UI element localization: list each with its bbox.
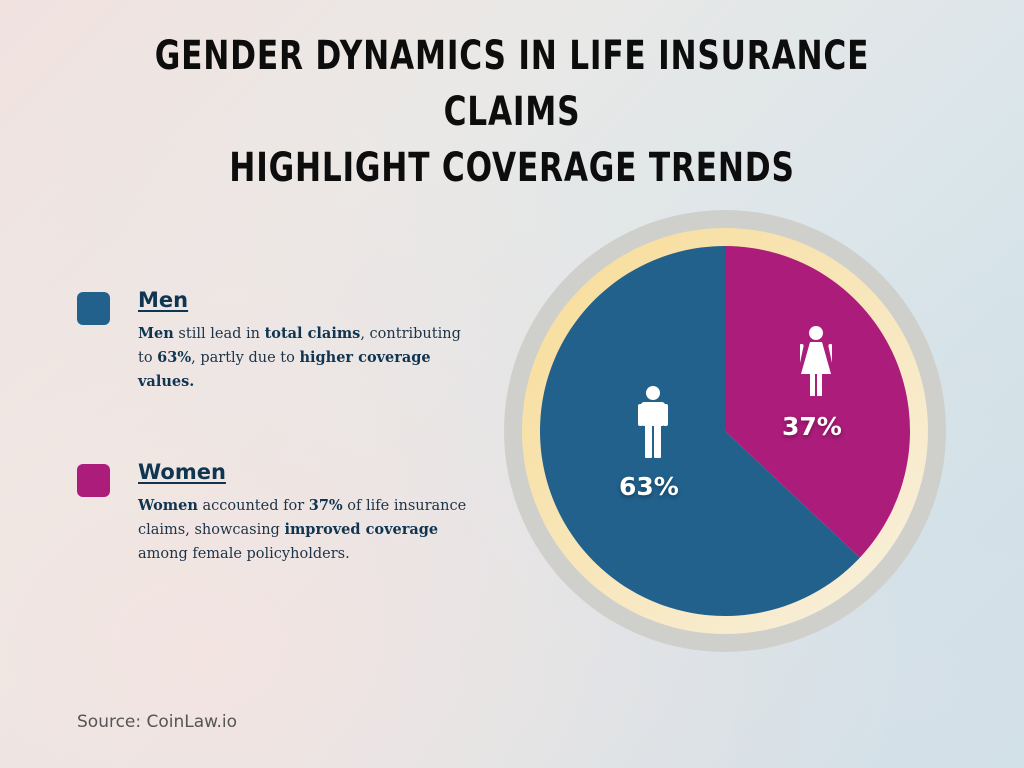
legend-title-women: Women bbox=[138, 460, 226, 484]
men-color-swatch bbox=[77, 292, 110, 325]
description-text: improved coverage bbox=[284, 521, 439, 538]
women-color-swatch bbox=[77, 464, 110, 497]
description-text: 37% bbox=[308, 497, 343, 514]
description-text: Men bbox=[138, 325, 174, 342]
pie-label-women: 37% bbox=[782, 412, 842, 441]
female-person-icon bbox=[800, 326, 832, 396]
title-line-1: Gender Dynamics in Life Insurance Claims bbox=[154, 33, 870, 135]
description-text: still lead in bbox=[173, 326, 265, 342]
description-text: of life insurance claims, showcasing bbox=[138, 498, 467, 538]
title-line-2: Highlight Coverage Trends bbox=[229, 145, 795, 191]
pie-svg bbox=[504, 210, 946, 652]
male-person-icon bbox=[638, 386, 668, 458]
legend-title-men: Men bbox=[138, 288, 189, 312]
source-caption: Source: CoinLaw.io bbox=[77, 712, 238, 732]
description-text: accounted for bbox=[197, 498, 309, 514]
pie-slice-men bbox=[540, 246, 860, 616]
description-text: 63% bbox=[157, 349, 192, 366]
description-text: total claims bbox=[264, 325, 361, 342]
description-text: , partly due to bbox=[191, 350, 300, 366]
pie-label-men: 63% bbox=[619, 472, 679, 501]
description-text: higher coverage values. bbox=[138, 349, 431, 390]
pie-chart: 63% 37% bbox=[504, 210, 946, 652]
page-title: Gender Dynamics in Life Insurance Claims… bbox=[113, 28, 912, 196]
description-text: , contributing to bbox=[138, 326, 461, 366]
legend-description-women: Women accounted for 37% of life insuranc… bbox=[138, 494, 478, 566]
legend-description-men: Men still lead in total claims, contribu… bbox=[138, 322, 478, 394]
description-text: among female policyholders. bbox=[138, 546, 350, 562]
pie-slice-women bbox=[725, 246, 910, 558]
description-text: Women bbox=[138, 497, 198, 514]
